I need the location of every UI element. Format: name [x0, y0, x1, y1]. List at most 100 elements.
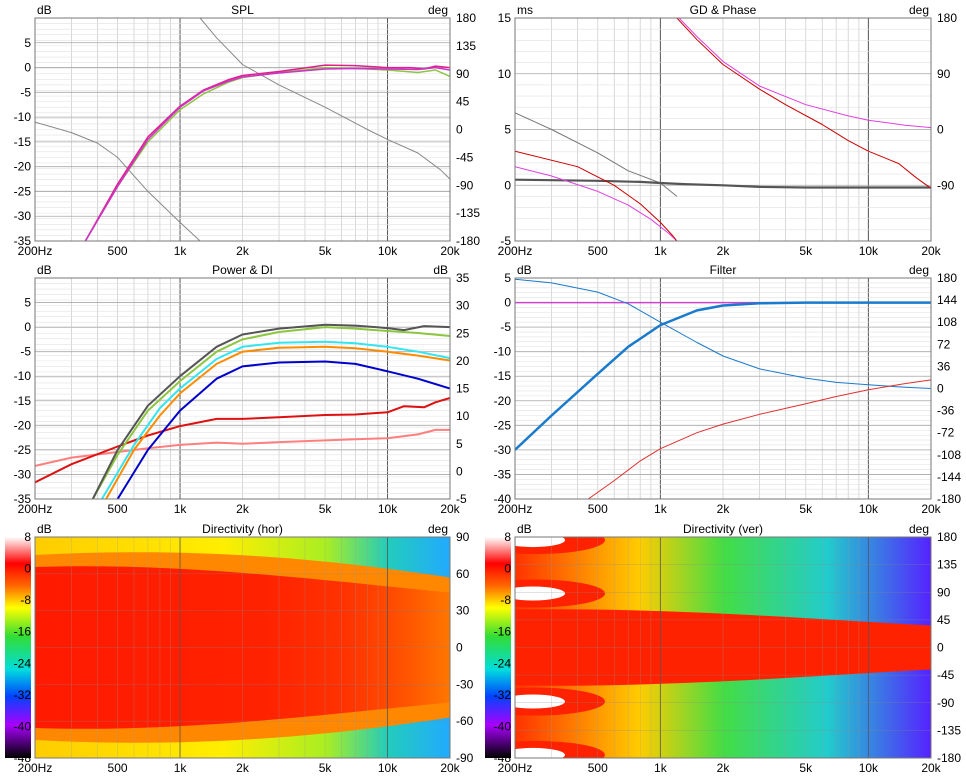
y2-tick-label: 135 [456, 39, 476, 53]
series-line-4 [515, 150, 678, 241]
y-tick-label: 10 [498, 67, 512, 81]
y2-tick-label: 0 [937, 641, 944, 655]
x-tick-label: 500 [588, 502, 608, 516]
x-tick-label: 10k [378, 244, 398, 258]
y2-tick-label: -45 [937, 668, 955, 682]
x-tick-label: 2k [236, 502, 250, 516]
y2-tick-label: 108 [937, 315, 957, 329]
y2-tick-label: 30 [456, 604, 470, 618]
x-tick-label: 5k [799, 502, 813, 516]
x-tick-label: 20k [440, 761, 460, 775]
series-line-4 [84, 66, 450, 241]
chart-panel-4: 90 60 30 0 -30 -60 -90 200Hz 500 1k 2k 5k 10k 20k 8 0 -8… [5, 522, 474, 775]
y2-axis-label: deg [909, 522, 929, 536]
series-line-2 [515, 278, 931, 389]
y2-tick-label: 180 [456, 11, 476, 25]
y-tick-label: -15 [494, 369, 512, 383]
x-tick-label: 10k [859, 244, 879, 258]
y2-tick-label: 15 [456, 382, 470, 396]
y2-tick-label: 20 [456, 354, 470, 368]
y-axis-label: dB [37, 522, 52, 536]
colorbar-tick-label: -32 [14, 688, 32, 702]
colorbar-tick-label: -24 [14, 656, 32, 670]
x-tick-label: 200Hz [498, 244, 533, 258]
x-tick-label: 2k [717, 761, 731, 775]
y2-tick-label: 90 [937, 585, 951, 599]
series-line-2 [116, 360, 450, 499]
x-tick-label: 200Hz [18, 244, 53, 258]
x-tick-label: 1k [174, 761, 188, 775]
y2-tick-label: 25 [456, 326, 470, 340]
y2-tick-label: 144 [937, 293, 957, 307]
y2-tick-label: -45 [456, 150, 474, 164]
plot-frame [34, 536, 451, 759]
x-tick-label: 1k [654, 244, 668, 258]
x-tick-label: 1k [654, 761, 668, 775]
y-tick-label: 5 [504, 271, 511, 285]
plot-frame [514, 536, 932, 759]
y2-tick-label: 0 [937, 123, 944, 137]
x-tick-label: 5k [319, 761, 333, 775]
colorbar-tick-label: -48 [494, 751, 512, 765]
series-line-3 [588, 379, 931, 499]
x-tick-label: 20k [921, 244, 941, 258]
x-tick-label: 500 [108, 502, 128, 516]
y2-tick-label: 45 [937, 613, 951, 627]
x-tick-label: 500 [108, 244, 128, 258]
x-tick-label: 2k [717, 502, 731, 516]
y-tick-label: -10 [494, 345, 512, 359]
chart-panel-1: -5 0 5 10 15 -90 0 90 180 200Hz 500 1k 2k 5k 10k 20k GD … [498, 3, 958, 258]
series-line-3 [105, 345, 450, 499]
y-tick-label: 0 [24, 61, 31, 75]
y2-tick-label: -36 [937, 404, 955, 418]
x-tick-label: 1k [174, 502, 188, 516]
colorbar-tick-label: 0 [24, 562, 31, 576]
colorbar-tick-label: -16 [14, 625, 32, 639]
colorbar-tick-label: 8 [504, 530, 511, 544]
chart-title: GD & Phase [690, 3, 757, 17]
colorbar-tick-label: -40 [494, 719, 512, 733]
series-line-2 [515, 166, 678, 241]
series-line-1 [515, 178, 931, 189]
heatmap-lobe-lower-peak [515, 694, 565, 709]
y-tick-label: -10 [14, 369, 32, 383]
x-tick-label: 1k [654, 502, 668, 516]
y2-tick-label: -135 [937, 723, 961, 737]
series-line-3 [84, 64, 450, 241]
x-tick-label: 10k [859, 761, 879, 775]
x-tick-label: 2k [717, 244, 731, 258]
y2-tick-label: 180 [937, 271, 957, 285]
y2-tick-label: -180 [937, 492, 961, 506]
chart-title: Directivity (hor) [202, 522, 283, 536]
y2-tick-label: -90 [937, 696, 955, 710]
y-tick-label: -40 [494, 492, 512, 506]
y-tick-label: -5 [20, 345, 31, 359]
x-tick-label: 200Hz [498, 761, 533, 775]
series-line-1 [35, 396, 450, 484]
x-tick-label: 2k [236, 761, 250, 775]
y-tick-label: 0 [504, 296, 511, 310]
x-tick-label: 10k [859, 502, 879, 516]
y2-tick-label: -90 [456, 751, 474, 765]
y2-axis-label: deg [428, 3, 448, 17]
y-tick-label: -10 [14, 110, 32, 124]
series-line-1 [199, 18, 450, 180]
plot-frame [34, 17, 451, 242]
x-tick-label: 200Hz [18, 761, 53, 775]
y2-tick-label: -180 [937, 751, 961, 765]
y-axis-label: dB [37, 263, 52, 277]
y-tick-label: -5 [500, 320, 511, 334]
series-line-1 [515, 301, 931, 451]
y-tick-label: -15 [14, 135, 32, 149]
y2-axis-label: deg [909, 263, 929, 277]
chart-title: Power & DI [212, 263, 273, 277]
y2-tick-label: 35 [456, 271, 470, 285]
series-line-0 [515, 112, 678, 197]
y-tick-label: -25 [14, 184, 32, 198]
y2-tick-label: 10 [456, 409, 470, 423]
y2-tick-label: -135 [456, 206, 480, 220]
y2-axis-label: deg [909, 3, 929, 17]
series-line-0 [35, 428, 450, 467]
y-tick-label: -25 [494, 418, 512, 432]
y2-tick-label: 90 [456, 67, 470, 81]
